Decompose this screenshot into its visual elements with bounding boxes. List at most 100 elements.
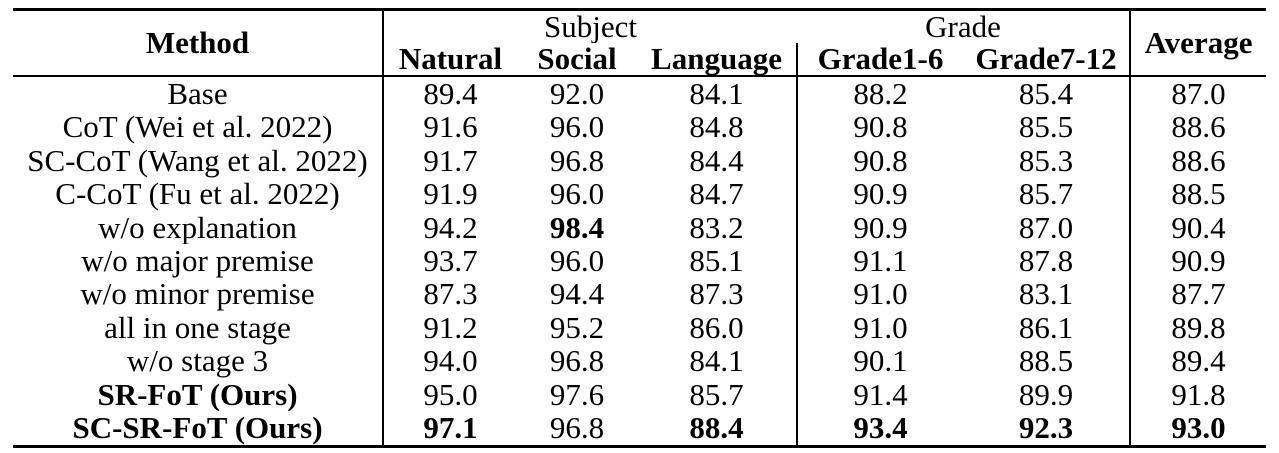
value-cell-grade7-12: 87.0: [1018, 211, 1074, 245]
value-cell-language: 84.1: [689, 344, 744, 378]
col-header-method: Method: [145, 25, 250, 61]
col-header-language: Language: [651, 43, 782, 77]
value-cell-natural: 93.7: [382, 244, 517, 278]
value-cell-natural: 91.9: [382, 177, 517, 212]
col-header-grade1-6: Grade1-6: [796, 43, 964, 77]
col-header-grade7-12: Grade7-12: [975, 43, 1117, 77]
table-row: all in one stage 91.2 95.2 86.0 91.0 86.…: [13, 311, 1267, 345]
value-cell-grade1-6: 91.0: [796, 277, 964, 312]
value-cell-language: 86.0: [689, 311, 744, 345]
value-cell-social: 96.0: [549, 244, 605, 278]
value-cell-grade7-12: 85.3: [1018, 144, 1074, 178]
results-table: Method Subject Grade Average Natural Soc…: [13, 8, 1267, 448]
value-cell-social: 95.2: [549, 311, 605, 345]
col-header-social: Social: [537, 43, 617, 77]
value-cell-natural: 91.2: [382, 311, 517, 345]
value-cell-language: 84.4: [689, 144, 744, 178]
table-header: Method Subject Grade Average Natural Soc…: [13, 9, 1267, 77]
col-header-natural: Natural: [382, 43, 517, 77]
value-cell-grade7-12: 86.1: [1018, 311, 1074, 345]
value-cell-natural: 94.2: [382, 211, 517, 245]
value-cell-natural: 94.0: [382, 344, 517, 378]
value-cell-social: 92.0: [549, 76, 605, 111]
value-cell-grade7-12: 85.7: [1018, 177, 1074, 212]
method-cell: w/o major premise: [81, 244, 314, 278]
table-row: w/o explanation 94.2 98.4 83.2 90.9 87.0…: [13, 211, 1267, 245]
value-cell-average: 91.8: [1129, 377, 1267, 412]
col-header-average: Average: [1129, 9, 1267, 77]
value-cell-grade7-12: 88.5: [1018, 344, 1074, 378]
table-row: w/o stage 3 94.0 96.8 84.1 90.1 88.5 89.…: [13, 344, 1267, 378]
value-cell-grade1-6: 90.8: [796, 110, 964, 145]
value-cell-natural: 97.1: [382, 411, 517, 447]
method-cell: SC-CoT (Wang et al. 2022): [27, 144, 368, 178]
value-cell-natural: 91.7: [382, 144, 517, 178]
value-cell-social: 98.4: [549, 211, 605, 245]
method-cell: w/o explanation: [98, 211, 297, 245]
value-cell-natural: 91.6: [382, 110, 517, 145]
value-cell-average: 93.0: [1129, 411, 1267, 447]
header-group-row: Method Subject Grade Average: [13, 9, 1267, 77]
value-cell-language: 85.7: [689, 377, 744, 412]
method-cell: CoT (Wei et al. 2022): [62, 110, 333, 145]
table-row: Base 89.4 92.0 84.1 88.2 85.4 87.0: [13, 76, 1267, 111]
table-row: SR-FoT (Ours) 95.0 97.6 85.7 91.4 89.9 9…: [13, 377, 1267, 412]
method-cell: C-CoT (Fu et al. 2022): [55, 177, 340, 212]
value-cell-average: 90.4: [1129, 211, 1267, 245]
method-cell: w/o minor premise: [80, 277, 315, 312]
col-group-grade: Grade: [925, 9, 1001, 44]
table-row: SC-CoT (Wang et al. 2022) 91.7 96.8 84.4…: [13, 144, 1267, 178]
method-cell: SC-SR-FoT (Ours): [72, 411, 323, 445]
value-cell-grade7-12: 92.3: [1018, 411, 1074, 445]
table-body: Base 89.4 92.0 84.1 88.2 85.4 87.0 CoT (…: [13, 76, 1267, 447]
value-cell-grade1-6: 90.9: [796, 211, 964, 245]
value-cell-grade1-6: 91.0: [796, 311, 964, 345]
value-cell-average: 89.8: [1129, 311, 1267, 345]
value-cell-social: 96.0: [549, 110, 605, 145]
value-cell-language: 87.3: [689, 277, 744, 312]
value-cell-average: 87.0: [1129, 76, 1267, 111]
table-row: w/o minor premise 87.3 94.4 87.3 91.0 83…: [13, 277, 1267, 312]
col-group-subject: Subject: [381, 9, 798, 44]
value-cell-social: 94.4: [549, 277, 605, 312]
value-cell-grade1-6: 91.1: [796, 244, 964, 278]
value-cell-social: 96.8: [549, 144, 605, 178]
value-cell-language: 84.1: [689, 76, 744, 111]
value-cell-grade1-6: 93.4: [796, 411, 964, 447]
value-cell-grade7-12: 87.8: [1018, 244, 1074, 278]
method-cell: Base: [167, 76, 228, 111]
table-row: CoT (Wei et al. 2022) 91.6 96.0 84.8 90.…: [13, 110, 1267, 145]
value-cell-language: 88.4: [689, 411, 744, 445]
value-cell-social: 97.6: [549, 377, 605, 412]
value-cell-average: 88.5: [1129, 177, 1267, 212]
table-row: SC-SR-FoT (Ours) 97.1 96.8 88.4 93.4 92.…: [13, 411, 1267, 447]
value-cell-grade7-12: 85.4: [1018, 76, 1074, 111]
value-cell-language: 83.2: [689, 211, 744, 245]
value-cell-language: 84.8: [689, 110, 744, 145]
table-row: C-CoT (Fu et al. 2022) 91.9 96.0 84.7 90…: [13, 177, 1267, 212]
method-cell: SR-FoT (Ours): [97, 377, 298, 412]
value-cell-social: 96.8: [549, 344, 605, 378]
method-cell: all in one stage: [104, 311, 291, 345]
value-cell-natural: 87.3: [382, 277, 517, 312]
value-cell-grade1-6: 90.8: [796, 144, 964, 178]
method-cell: w/o stage 3: [126, 344, 269, 378]
value-cell-language: 85.1: [689, 244, 744, 278]
value-cell-grade1-6: 91.4: [796, 377, 964, 412]
value-cell-average: 90.9: [1129, 244, 1267, 278]
value-cell-average: 87.7: [1129, 277, 1267, 312]
value-cell-language: 84.7: [689, 177, 744, 212]
value-cell-average: 88.6: [1129, 110, 1267, 145]
value-cell-natural: 95.0: [382, 377, 517, 412]
value-cell-social: 96.0: [549, 177, 605, 212]
table-row: w/o major premise 93.7 96.0 85.1 91.1 87…: [13, 244, 1267, 278]
value-cell-grade1-6: 90.9: [796, 177, 964, 212]
value-cell-grade7-12: 85.5: [1018, 110, 1074, 145]
value-cell-grade7-12: 83.1: [1018, 277, 1074, 312]
value-cell-average: 88.6: [1129, 144, 1267, 178]
value-cell-average: 89.4: [1129, 344, 1267, 378]
value-cell-grade1-6: 88.2: [796, 76, 964, 111]
value-cell-social: 96.8: [549, 411, 605, 445]
value-cell-natural: 89.4: [382, 76, 517, 111]
value-cell-grade7-12: 89.9: [1018, 377, 1074, 412]
